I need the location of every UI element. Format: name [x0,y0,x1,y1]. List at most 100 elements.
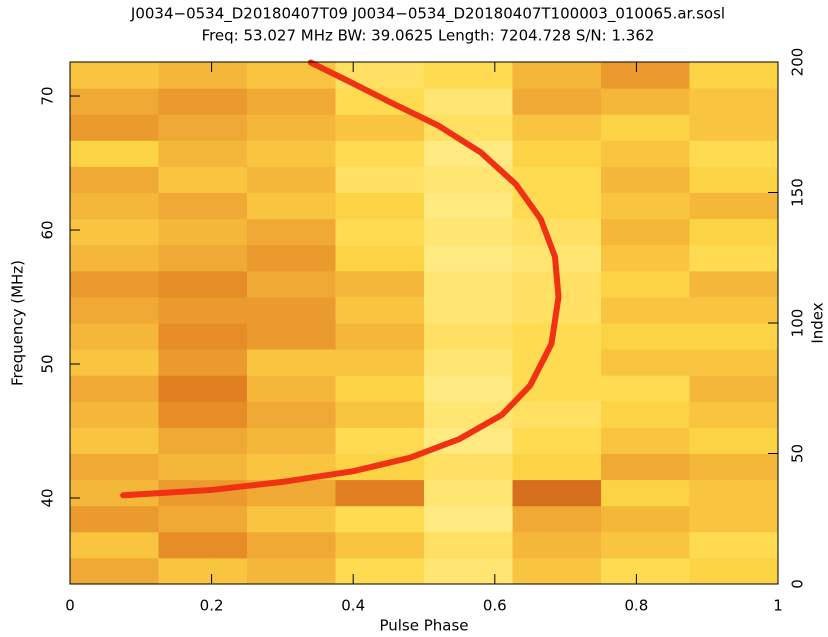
heatmap-cell [335,479,425,507]
heatmap-cell [512,401,602,428]
heatmap-cell [247,401,336,428]
x-axis-label: Pulse Phase [379,617,468,635]
heatmap-cell [601,557,690,585]
heatmap-cell [247,140,336,167]
heatmap-cell [424,479,513,507]
heatmap-cell [689,140,779,167]
heatmap-cell [424,557,513,585]
heatmap-cell [689,375,779,402]
heatmap-cell [247,218,336,246]
heatmap-cell [689,244,779,272]
heatmap-cell [601,62,690,89]
heatmap-cell [70,531,159,559]
heatmap-cell [601,166,690,193]
chart-subtitle: Freq: 53.027 MHz BW: 39.0625 Length: 720… [202,27,655,45]
heatmap-cell [601,401,690,428]
heatmap-cell [158,88,248,115]
heatmap-cell [70,114,159,141]
heatmap-cell [689,218,779,246]
heatmap-cell [601,427,690,454]
heatmap-cell [158,114,248,141]
heatmap-cell [70,140,159,167]
heatmap-cell [512,323,602,350]
heatmap-cell [512,505,602,533]
heatmap-cell [601,323,690,350]
heatmap-cell [247,270,336,298]
heatmap-cell [512,166,602,193]
heatmap-cell [70,349,159,376]
heatmap-cell [158,218,248,246]
heatmap-cell [247,531,336,559]
heatmap-cell [158,140,248,167]
heatmap-cell [70,401,159,428]
y2-tick-label: 150 [789,178,807,207]
y-tick-label: 70 [39,86,57,105]
heatmap-cell [424,244,513,272]
heatmap-cell [335,244,425,272]
heatmap-cell [158,531,248,559]
heatmap-cell [512,557,602,585]
heatmap-cell [512,114,602,141]
heatmap-cell [158,427,248,454]
heatmap-cell [158,505,248,533]
heatmap-cell [158,192,248,220]
heatmap-cell [247,505,336,533]
heatmap-cell [158,349,248,376]
heatmap-cell [601,88,690,115]
heatmap-cell [601,244,690,272]
curve [120,59,562,499]
heatmap-cell [424,270,513,298]
heatmap-cell [512,140,602,167]
x-tick-label: 0.4 [341,597,365,615]
heatmap-cell [424,453,513,481]
heatmap-cell [70,427,159,454]
heatmap-cell [247,349,336,376]
heatmap-cell [158,270,248,298]
heatmap-cell [247,114,336,141]
heatmap-cell [335,114,425,141]
heatmap-cell [601,218,690,246]
heatmap-cell [689,349,779,376]
heatmap-cell [158,401,248,428]
heatmap-cell [689,453,779,481]
heatmap-cell [512,218,602,246]
heatmap-cell [689,114,779,141]
heatmap-cell [335,218,425,246]
chart-title: J0034−0534_D20180407T09 J0034−0534_D2018… [130,5,725,24]
heatmap-cell [689,270,779,298]
heatmap-cell [689,505,779,533]
heatmap-cell [601,505,690,533]
heatmap-cell [335,401,425,428]
heatmap-cell [424,531,513,559]
heatmap-cell [512,88,602,115]
heatmap-cell [70,88,159,115]
heatmap-cell [424,323,513,350]
heatmap-cell [424,192,513,220]
heatmap-cell [70,166,159,193]
heatmap-cell [335,427,425,454]
y2-tick-label: 200 [789,48,807,77]
heatmap-cell [601,349,690,376]
heatmap-cell [247,323,336,350]
y-axis-label: Frequency (MHz) [9,260,27,386]
y2-tick-label: 100 [789,309,807,338]
heatmap-cell [335,270,425,298]
heatmap-cell [158,453,248,481]
y-tick-label: 60 [39,220,57,239]
heatmap-cell [689,62,779,89]
heatmap-cell [70,270,159,298]
heatmap-cell [158,244,248,272]
heatmap-cell [512,427,602,454]
heatmap-cell [70,218,159,246]
heatmap-cell [335,166,425,193]
heatmap-cell [70,62,159,89]
heatmap-cell [247,427,336,454]
heatmap-cell [335,192,425,220]
heatmap-cell [335,531,425,559]
x-tick-label: 0.6 [483,597,507,615]
heatmap-cell [70,323,159,350]
heatmap-cell [70,375,159,402]
heatmap-cell [689,401,779,428]
